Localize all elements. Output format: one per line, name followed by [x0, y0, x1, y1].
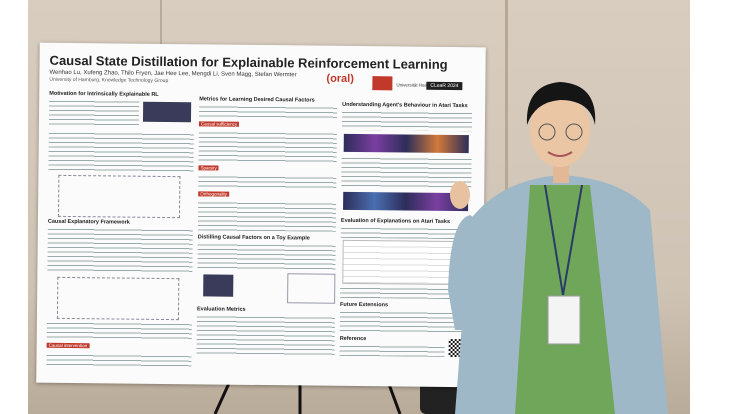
lanyard — [544, 184, 564, 296]
wall-seam — [160, 0, 162, 50]
photo-border — [690, 0, 733, 414]
arm — [448, 215, 495, 330]
hand — [450, 181, 470, 209]
glasses — [565, 123, 583, 141]
glasses — [538, 123, 556, 141]
mouth — [547, 151, 573, 157]
photo-border — [0, 0, 28, 414]
badge — [547, 295, 581, 345]
face — [530, 93, 590, 167]
hair — [526, 82, 596, 125]
lanyard — [562, 184, 583, 296]
